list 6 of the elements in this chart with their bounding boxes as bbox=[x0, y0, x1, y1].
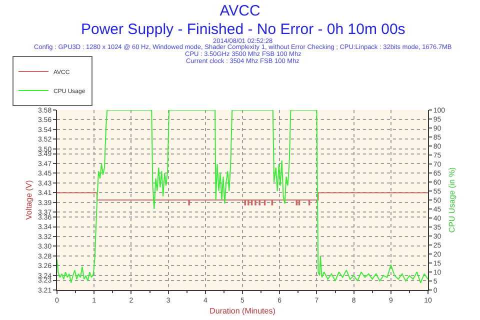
y2-axis-title: CPU Usage (in %) bbox=[447, 166, 456, 233]
chart-subtitle: Power Supply - Finished - No Error - 0h 10m 00s bbox=[81, 21, 406, 38]
chart-title: AVCC bbox=[220, 2, 260, 20]
line-series bbox=[57, 110, 428, 284]
y-axis-title: Voltage (V) bbox=[24, 180, 34, 220]
x-axis-title: Duration (Minutes) bbox=[210, 306, 276, 316]
